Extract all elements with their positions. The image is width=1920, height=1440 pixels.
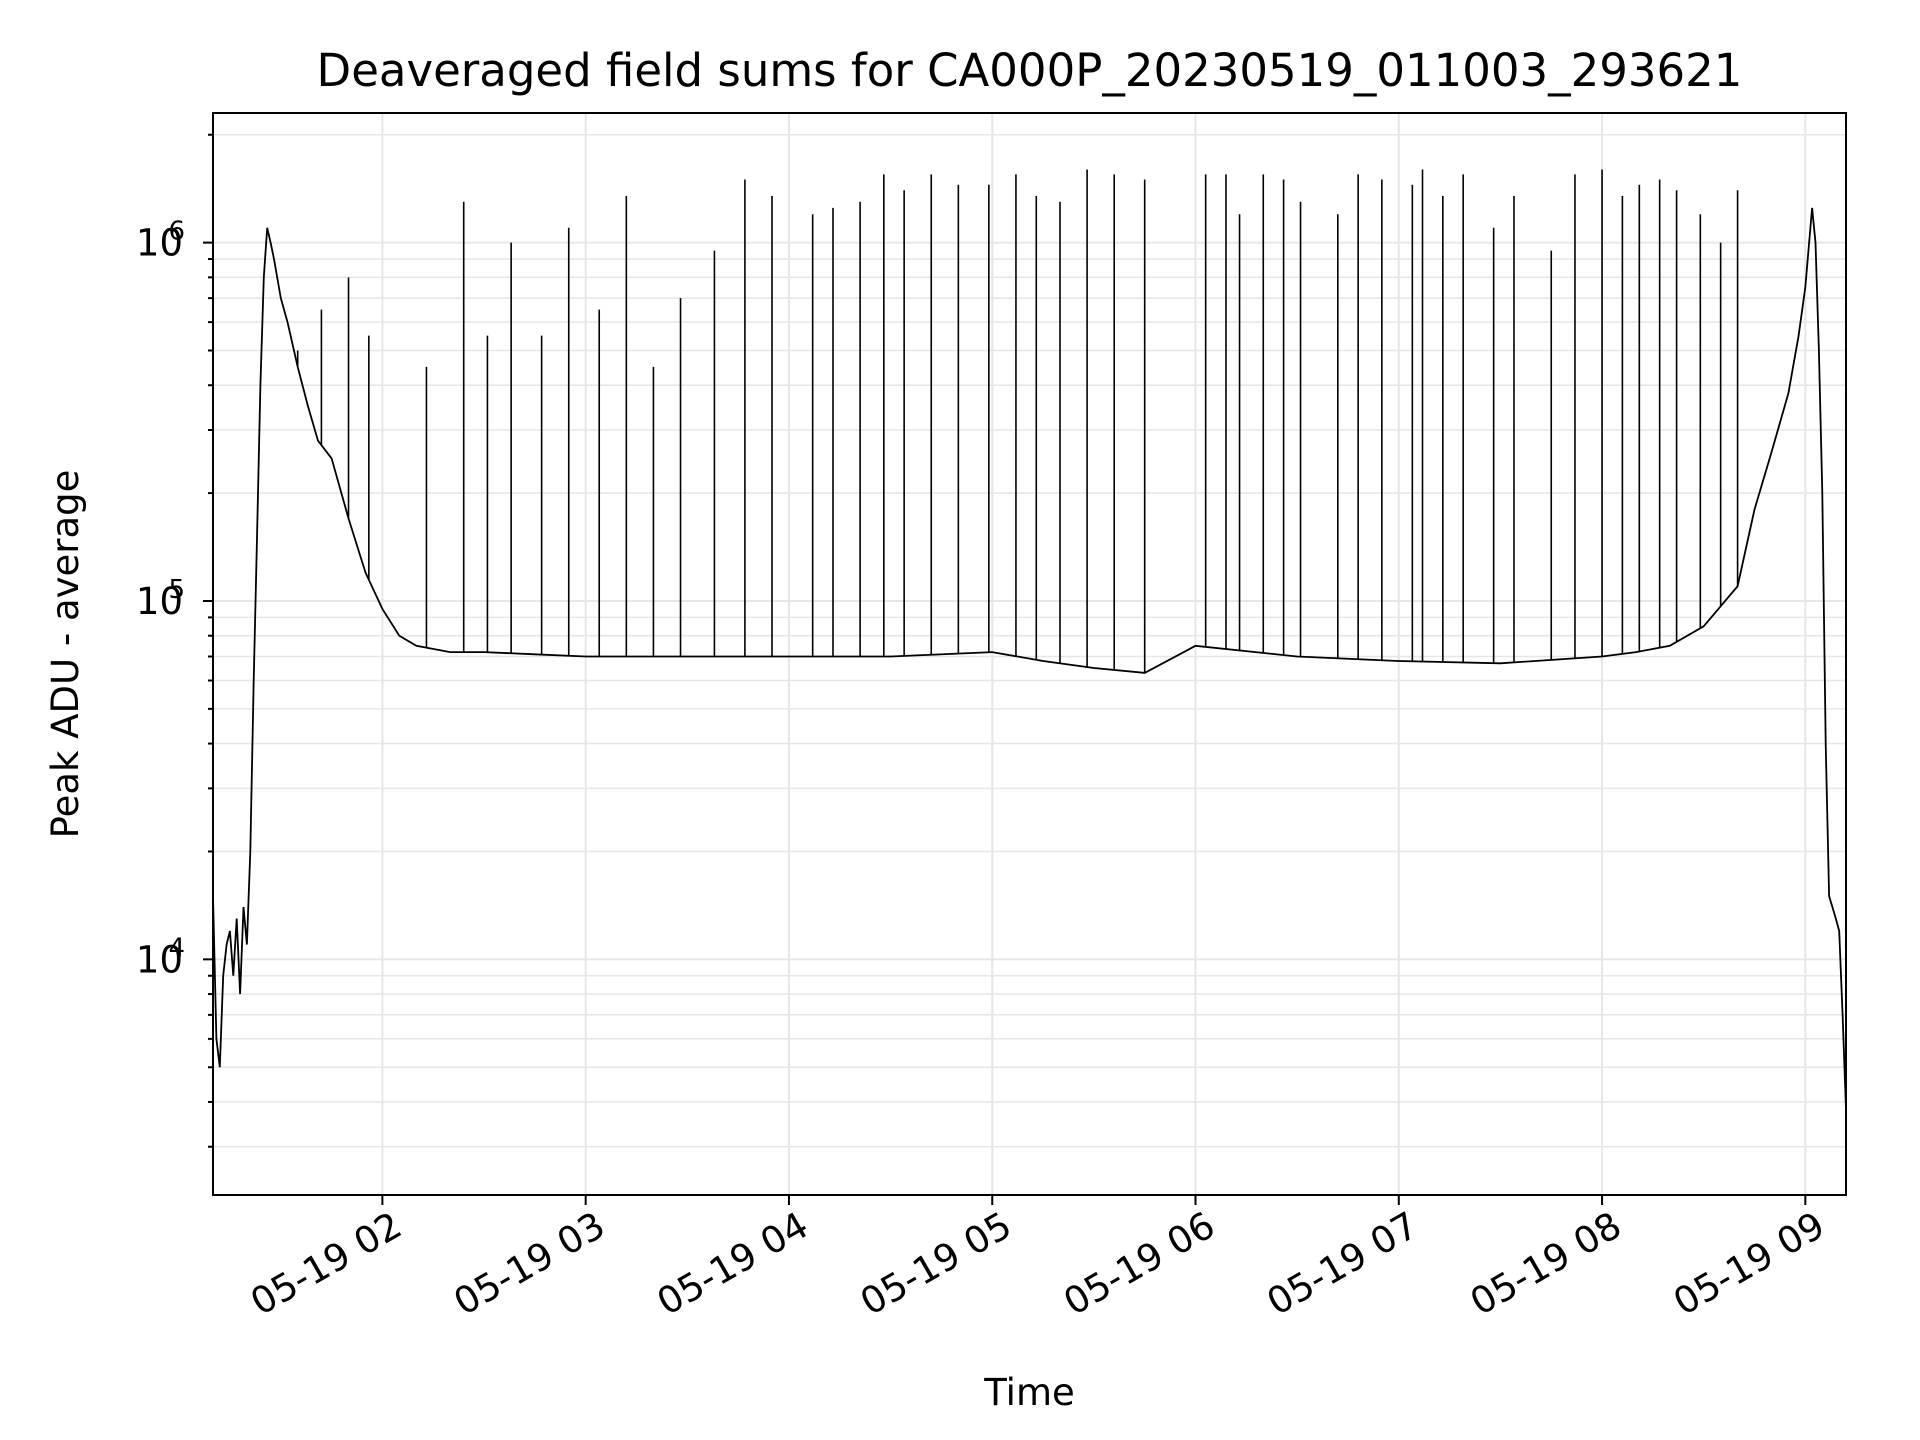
grid [213,113,1846,1195]
y-tick-label: 105 [136,575,185,623]
y-axis-label: Peak ADU - average [44,470,87,839]
series-layer [213,169,1846,1110]
x-axis-label: Time [983,1371,1075,1414]
plot-frame [212,112,1847,1196]
y-tick-label: 106 [136,217,185,265]
y-tick-label: 104 [136,933,185,981]
series-line [213,207,1846,1110]
chart-title: Deaveraged field sums for CA000P_2023051… [317,44,1743,97]
